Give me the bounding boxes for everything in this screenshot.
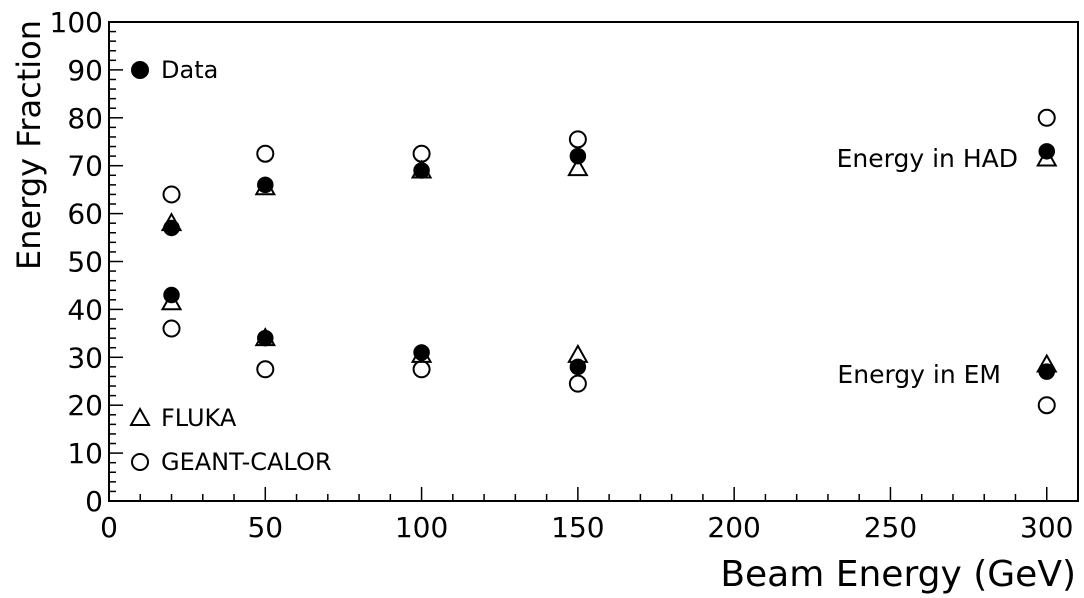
- y-tick-label: 100: [50, 6, 103, 39]
- legend-data-label: Data: [161, 56, 218, 84]
- legend-fluka-marker: [129, 406, 151, 426]
- y-tick-label: 90: [67, 54, 103, 87]
- legend-geant-marker: [131, 453, 149, 471]
- geant-calor-point: [412, 144, 431, 163]
- data-point: [569, 147, 587, 165]
- y-tick-label: 0: [85, 485, 103, 518]
- x-tick-label: 50: [247, 511, 283, 544]
- geant-calor-point: [162, 185, 181, 204]
- geant-calor-point: [1037, 396, 1056, 415]
- y-tick-label: 40: [67, 293, 103, 326]
- legend-geant-label: GEANT-CALOR: [161, 448, 332, 476]
- y-tick-label: 20: [67, 389, 103, 422]
- x-tick-label: 200: [707, 511, 760, 544]
- y-axis-label: Energy Fraction: [10, 20, 48, 270]
- annotation-em: Energy in EM: [837, 360, 1001, 389]
- fluka-point: [567, 157, 589, 177]
- legend-fluka-label: FLUKA: [161, 404, 237, 432]
- x-tick-label: 150: [551, 511, 604, 544]
- x-tick-label: 250: [864, 511, 917, 544]
- y-tick-label: 70: [67, 150, 103, 183]
- fluka-point: [410, 159, 433, 179]
- y-tick-label: 10: [67, 437, 103, 470]
- geant-calor-point: [568, 130, 587, 149]
- plot-frame: [108, 21, 1079, 502]
- x-tick-label: 0: [100, 511, 118, 544]
- geant-calor-point: [162, 319, 181, 338]
- axis-ticks: [108, 21, 1048, 502]
- x-tick-label: 100: [395, 511, 448, 544]
- x-axis-label: Beam Energy (GeV): [720, 554, 1076, 595]
- y-tick-labels: 0 10 20 30 40 50 60 70 80 90 100: [50, 6, 103, 518]
- annotation-had: Energy in HAD: [837, 144, 1018, 173]
- geant-calor-point: [256, 144, 275, 163]
- legend-data-marker: [131, 61, 149, 79]
- y-tick-label: 50: [67, 246, 103, 279]
- x-tick-labels: 0 50 100 150 200 250 300: [100, 511, 1073, 544]
- x-tick-label: 300: [1020, 511, 1073, 544]
- geant-calor-point: [568, 374, 587, 393]
- y-tick-label: 30: [67, 341, 103, 374]
- data-points: [160, 108, 1058, 415]
- geant-calor-point: [1037, 108, 1056, 127]
- fluka-point: [254, 327, 276, 347]
- fluka-point: [254, 176, 276, 196]
- fluka-point: [160, 291, 183, 311]
- geant-calor-point: [256, 360, 275, 379]
- data-point: [569, 358, 587, 376]
- fluka-point: [1036, 147, 1058, 167]
- fluka-point: [567, 343, 589, 363]
- legend: Data FLUKA GEANT-CALOR: [129, 56, 332, 476]
- y-tick-label: 80: [67, 102, 103, 135]
- fluka-point: [1036, 353, 1058, 373]
- y-tick-label: 60: [67, 198, 103, 231]
- geant-calor-point: [412, 360, 431, 379]
- fluka-point: [160, 212, 183, 232]
